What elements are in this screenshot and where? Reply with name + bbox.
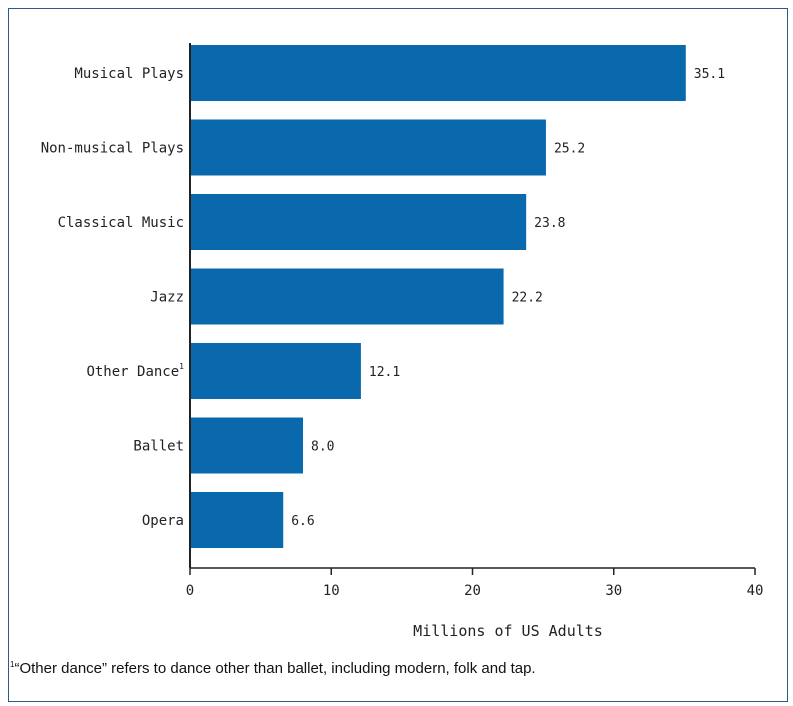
footnote-text: “Other dance” refers to dance other than… — [14, 660, 536, 677]
bar-other-dance — [190, 343, 361, 399]
bar-ballet — [190, 417, 303, 474]
bar-jazz — [190, 268, 504, 325]
x-tick-label: 30 — [605, 583, 622, 599]
value-label-classical-music: 23.8 — [534, 216, 565, 231]
bar-musical-plays — [190, 45, 686, 101]
value-label-non-musical-plays: 25.2 — [554, 142, 585, 157]
category-label-classical-music: Classical Music — [58, 215, 184, 231]
x-ticks-group: 0 10 20 30 40 — [186, 568, 764, 599]
x-tick-label: 20 — [464, 583, 481, 599]
category-label-jazz: Jazz — [150, 290, 184, 306]
x-axis-label: Millions of US Adults — [413, 622, 603, 640]
x-tick-label: 0 — [186, 583, 194, 599]
value-label-other-dance: 12.1 — [369, 365, 400, 380]
bar-non-musical-plays — [190, 119, 546, 176]
value-label-jazz: 22.2 — [512, 291, 543, 306]
category-label-non-musical-plays: Non-musical Plays — [41, 141, 184, 157]
x-tick-label: 40 — [747, 583, 764, 599]
value-label-opera: 6.6 — [291, 514, 314, 529]
category-footnote-mark: 1 — [179, 362, 184, 371]
category-label-musical-plays: Musical Plays — [74, 66, 184, 82]
x-tick-label: 10 — [323, 583, 340, 599]
footnote: 1“Other dance” refers to dance other tha… — [10, 660, 770, 677]
category-label-ballet: Ballet — [133, 439, 184, 455]
bars-group — [190, 45, 686, 548]
footnote-mark: 1 — [10, 660, 15, 669]
value-labels-group: 35.1 25.2 23.8 22.2 12.1 8.0 6.6 — [291, 67, 725, 529]
bar-opera — [190, 492, 284, 548]
category-labels-group: Musical Plays Non-musical Plays Classical … — [41, 66, 184, 529]
category-label-other-dance: Other Dance1 — [86, 362, 184, 380]
bar-classical-music — [190, 194, 527, 250]
category-label-opera: Opera — [142, 513, 184, 529]
value-label-musical-plays: 35.1 — [694, 67, 725, 82]
value-label-ballet: 8.0 — [311, 440, 334, 455]
